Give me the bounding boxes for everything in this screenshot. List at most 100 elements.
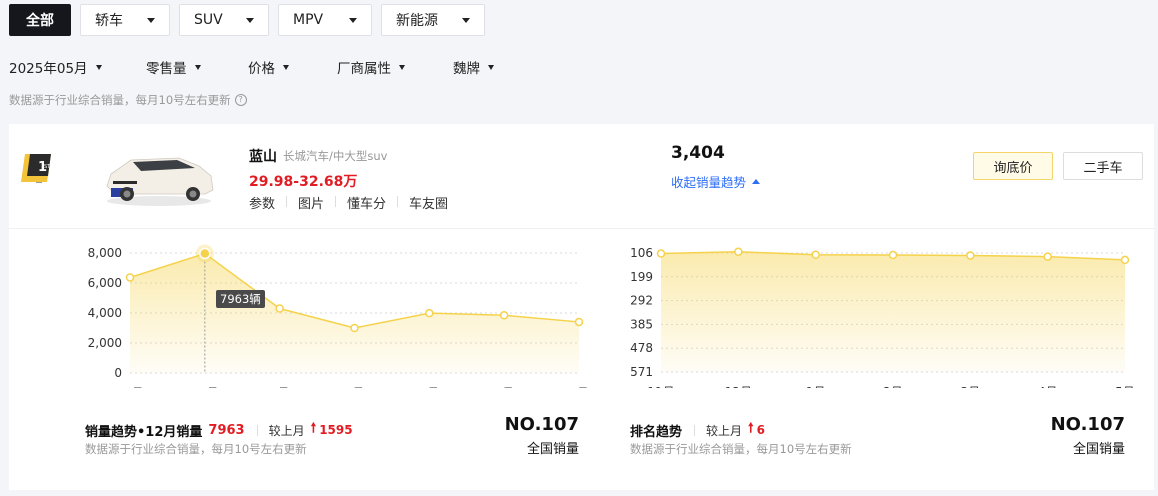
y-tick-label: 106 <box>630 246 653 260</box>
car-links: 参数 图片 懂车分 车友圈 <box>249 193 448 212</box>
collapse-trend-toggle[interactable]: 收起销量趋势 <box>671 172 761 191</box>
link-photos[interactable]: 图片 <box>298 197 325 212</box>
rank-suffix: ST <box>44 164 51 170</box>
used-car-button[interactable]: 二手车 <box>1063 152 1143 180</box>
data-point <box>966 251 975 260</box>
tab-sedan-label: 轿车 <box>95 13 123 29</box>
x-tick-label: 4月 <box>494 386 514 388</box>
sales-number: 3,404 <box>671 143 725 163</box>
link-score[interactable]: 懂车分 <box>347 197 387 212</box>
car-rank-card: 1 ST 蓝山 长城汽车/中大型suv 29.98-32.68万 参数 图片 懂… <box>9 124 1154 490</box>
data-point <box>574 317 584 327</box>
divider <box>397 196 399 207</box>
car-price-range: 29.98-32.68万 <box>249 174 358 190</box>
source-note: 数据源于行业综合销量，每月10号左右更新 ? <box>9 92 247 108</box>
tab-new-energy-label: 新能源 <box>396 13 438 29</box>
y-tick-label: 0 <box>114 366 122 380</box>
car-thumbnail[interactable] <box>101 146 217 208</box>
x-tick-label: 3月 <box>420 386 440 388</box>
chevron-down-icon <box>147 17 155 23</box>
data-point <box>734 247 743 256</box>
data-point <box>888 250 898 260</box>
filter-metric[interactable]: 零售量 <box>146 57 248 77</box>
arrow-up-icon: 🠕 <box>310 421 317 436</box>
sales-panel-value: 7963 <box>208 422 245 438</box>
divider <box>286 196 288 207</box>
y-tick-label: 385 <box>630 317 653 331</box>
x-tick-label: 3月 <box>961 385 981 388</box>
link-community[interactable]: 车友圈 <box>409 197 449 212</box>
chevron-down-icon <box>399 64 405 70</box>
rank-panel-rank: NO.107 <box>1050 414 1125 435</box>
y-tick-label: 2,000 <box>88 336 122 350</box>
chevron-down-icon <box>462 17 470 23</box>
sales-panel-note: 数据源于行业综合销量，每月10号左右更新 <box>85 442 307 456</box>
collapse-trend-label: 收起销量趋势 <box>671 175 747 190</box>
x-tick-label: 12月 <box>191 386 218 388</box>
rank-compare-value: 6 <box>756 423 765 437</box>
y-tick-label: 8,000 <box>88 246 122 260</box>
rank-change-dash <box>36 182 42 183</box>
sales-panel-title: 销量趋势•12月销量 <box>85 424 203 440</box>
rank-panel-title-row: 排名趋势 较上月 🠕 6 <box>630 419 765 441</box>
category-tabbar: 全部 轿车 SUV MPV 新能源 <box>9 4 485 36</box>
link-params[interactable]: 参数 <box>249 197 276 212</box>
filter-month[interactable]: 2025年05月 <box>9 57 146 77</box>
y-tick-label: 478 <box>630 341 653 355</box>
tab-sedan[interactable]: 轿车 <box>80 4 170 36</box>
data-point <box>656 249 666 258</box>
data-point-highlight <box>199 247 211 260</box>
divider <box>694 424 696 436</box>
series-area <box>130 253 579 373</box>
data-point <box>125 273 135 282</box>
rank-panel-note: 数据源于行业综合销量，每月10号左右更新 <box>630 442 852 456</box>
car-name[interactable]: 蓝山 <box>249 149 277 165</box>
inquire-price-button[interactable]: 询底价 <box>973 152 1053 180</box>
tab-all-label: 全部 <box>26 13 54 29</box>
tab-suv-label: SUV <box>194 12 223 28</box>
tab-suv[interactable]: SUV <box>179 4 269 36</box>
filter-maker-type-label: 厂商属性 <box>337 61 391 77</box>
card-divider <box>9 228 1154 229</box>
data-point <box>1043 252 1052 261</box>
y-tick-label: 292 <box>630 294 653 308</box>
rank-number: 1 <box>38 160 47 175</box>
sales-panel-title-row: 销量趋势•12月销量 7963 较上月 🠕 1595 <box>85 419 353 441</box>
y-tick-label: 6,000 <box>88 276 122 290</box>
tab-new-energy[interactable]: 新能源 <box>381 4 485 36</box>
x-tick-label: 1月 <box>270 386 290 388</box>
divider <box>335 196 337 207</box>
x-tick-label: 2月 <box>883 385 903 388</box>
tab-mpv-label: MPV <box>293 12 324 28</box>
x-tick-label: 4月 <box>1038 385 1058 388</box>
data-point <box>811 250 820 260</box>
filter-brand[interactable]: 魏牌 <box>453 57 533 77</box>
car-maker-class: 长城汽车/中大型suv <box>283 149 388 163</box>
chevron-down-icon <box>488 64 494 70</box>
source-note-text: 数据源于行业综合销量，每月10号左右更新 <box>9 93 231 107</box>
x-tick-label: 11月 <box>116 386 143 388</box>
data-point <box>275 304 284 313</box>
filter-metric-label: 零售量 <box>146 61 187 77</box>
tab-all[interactable]: 全部 <box>9 4 71 36</box>
x-tick-label: 2月 <box>345 386 365 388</box>
x-tick-label: 5月 <box>569 386 589 388</box>
divider <box>256 424 258 436</box>
rank-badge-icon: 1 ST <box>21 154 51 182</box>
filter-brand-label: 魏牌 <box>453 61 480 77</box>
filter-month-label: 2025年05月 <box>9 61 88 77</box>
filter-price[interactable]: 价格 <box>248 57 337 77</box>
rank-panel-rank-sub: 全国销量 <box>1072 442 1125 457</box>
filter-maker-type[interactable]: 厂商属性 <box>337 57 453 77</box>
chevron-up-icon <box>752 179 761 184</box>
series-area <box>661 251 1125 372</box>
data-point <box>350 323 359 333</box>
rank-compare-label: 较上月 <box>706 423 743 438</box>
chevron-down-icon <box>246 17 254 23</box>
tab-mpv[interactable]: MPV <box>278 4 372 36</box>
x-tick-label: 11月 <box>647 385 674 388</box>
y-tick-label: 571 <box>630 365 653 379</box>
y-tick-label: 4,000 <box>88 306 122 320</box>
help-icon[interactable]: ? <box>234 94 247 106</box>
chevron-down-icon <box>349 17 357 23</box>
